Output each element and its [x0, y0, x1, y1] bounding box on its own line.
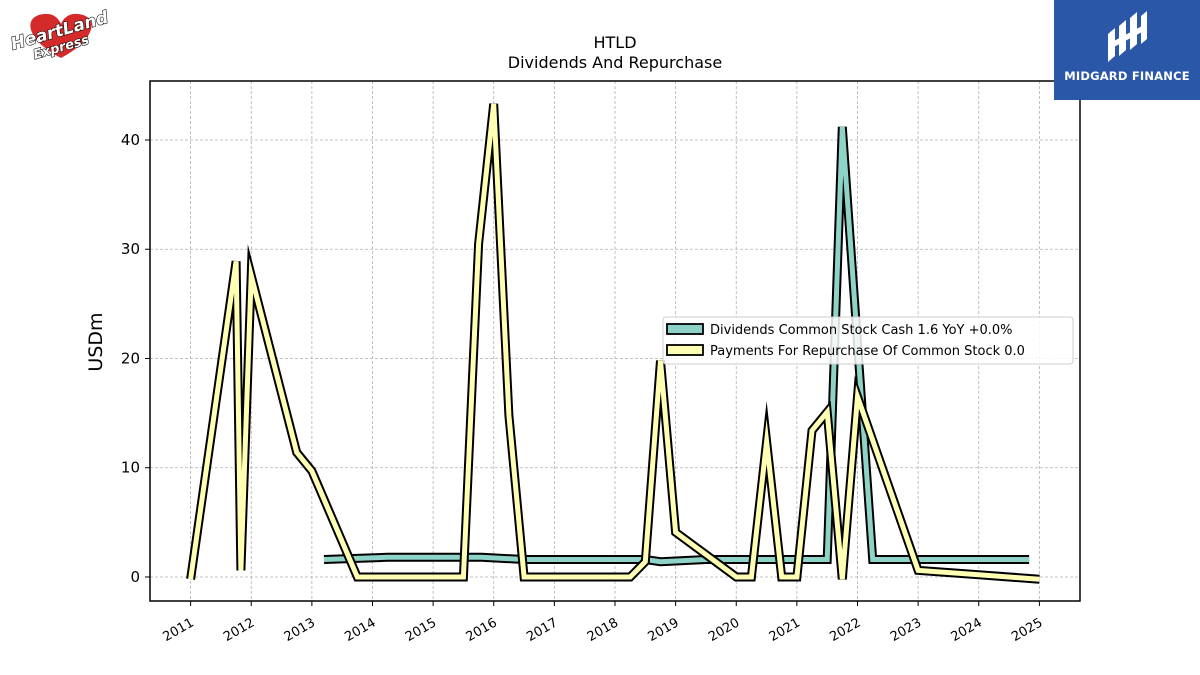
- x-tick-label: 2011: [160, 615, 196, 645]
- x-tick-label: 2012: [221, 615, 257, 645]
- x-tick-label: 2013: [282, 615, 318, 645]
- heart-logo-icon: HeartLand Express: [8, 7, 112, 64]
- chart-title: HTLD: [593, 33, 636, 52]
- series-2: [186, 103, 1040, 584]
- y-tick-label: 0: [130, 568, 140, 586]
- x-tick-label: 2016: [464, 615, 500, 645]
- x-tick-label: 2018: [585, 615, 621, 645]
- heartland-logo: HeartLand Express: [4, 6, 118, 64]
- series-lines: [186, 103, 1040, 584]
- x-tick-label: 2014: [342, 615, 378, 645]
- y-tick-label: 40: [121, 131, 140, 149]
- y-tick-label: 30: [121, 240, 140, 258]
- series-2-line: [188, 103, 1040, 582]
- midgard-m-logo-icon: [1108, 11, 1147, 62]
- x-tick-label: 2025: [1009, 615, 1045, 645]
- y-axis-label: USDm: [85, 312, 107, 371]
- chart-subtitle: Dividends And Repurchase: [508, 53, 722, 72]
- legend: Dividends Common Stock Cash 1.6 YoY +0.0…: [662, 316, 1074, 365]
- x-tick-label: 2019: [645, 615, 681, 645]
- y-tick-label: 10: [121, 459, 140, 477]
- x-tick-label: 2022: [827, 615, 863, 645]
- x-tick-label: 2020: [706, 615, 742, 645]
- x-tick-label: 2024: [949, 615, 985, 645]
- axes: 2011 2012 2013 2014 2015 2016 2017 2018 2019 2020…: [121, 131, 1045, 645]
- x-tick-label: 2023: [888, 615, 924, 645]
- legend-box: [662, 316, 1074, 365]
- y-tick-label: 20: [121, 349, 140, 367]
- legend-swatch: [666, 344, 704, 356]
- x-tick-label: 2017: [524, 615, 560, 645]
- legend-swatch: [666, 323, 704, 335]
- legend-label: Payments For Repurchase Of Common Stock …: [710, 344, 1025, 359]
- midgard-finance-logo: MIDGARD FINANCE: [1054, 0, 1200, 100]
- legend-label: Dividends Common Stock Cash 1.6 YoY +0.0…: [710, 323, 1013, 338]
- x-tick-label: 2015: [403, 615, 439, 645]
- midgard-brand-text: MIDGARD FINANCE: [1064, 69, 1190, 83]
- x-tick-label: 2021: [767, 615, 803, 645]
- plot-frame: [149, 80, 1081, 602]
